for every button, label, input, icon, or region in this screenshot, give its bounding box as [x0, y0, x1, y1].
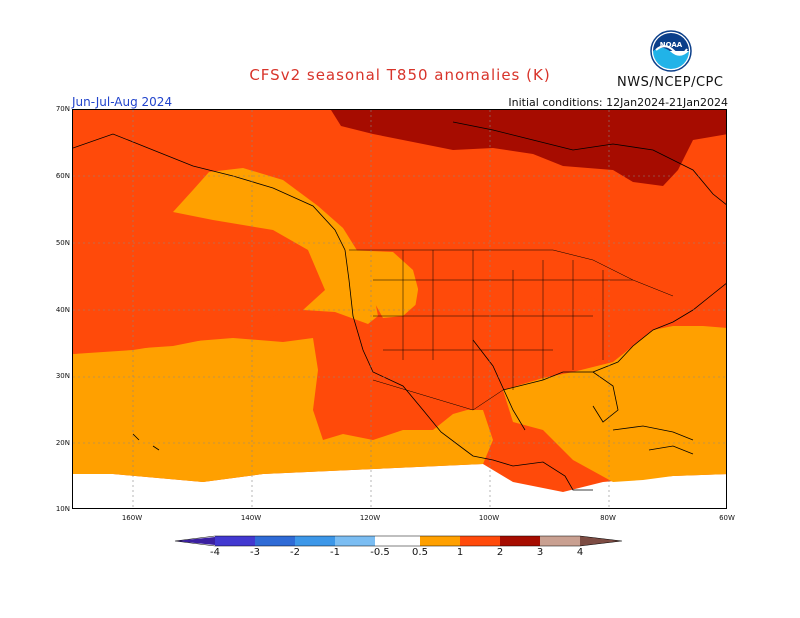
- map-canvas: [73, 110, 726, 508]
- legend-label: 0.5: [412, 547, 428, 558]
- legend-swatch: [215, 536, 255, 546]
- legend-label: 3: [536, 547, 544, 558]
- legend-label: -4: [210, 547, 220, 558]
- legend-label: 1: [456, 547, 464, 558]
- legend-label: -3: [250, 547, 260, 558]
- anomaly-region-neutral: [73, 464, 726, 508]
- legend-label: -0.5: [370, 547, 390, 558]
- lat-label: 10N: [55, 505, 70, 513]
- anomaly-map: [72, 109, 727, 509]
- color-legend: [174, 535, 623, 547]
- legend-swatch-below-neg4: [175, 537, 215, 545]
- anomaly-region-1-2k-us: [413, 260, 633, 410]
- graticule: [73, 110, 726, 508]
- anomaly-region-0.5-1k: [73, 338, 493, 482]
- lon-label: 120W: [359, 514, 381, 522]
- legend-swatch: [255, 536, 295, 546]
- forecast-period: Jun-Jul-Aug 2024: [72, 95, 173, 109]
- lon-label: 60W: [719, 514, 735, 522]
- legend-swatch: [420, 536, 460, 546]
- legend-outline: [174, 535, 623, 547]
- anomaly-region-0.5-1k-nw: [173, 168, 378, 324]
- legend-label: -2: [290, 547, 300, 558]
- legend-swatch: [375, 536, 420, 546]
- lat-label: 30N: [55, 372, 70, 380]
- agency-label: NWS/NCEP/CPC: [617, 75, 724, 90]
- legend-swatch: [335, 536, 375, 546]
- legend-swatch: [295, 536, 335, 546]
- lon-label: 160W: [121, 514, 143, 522]
- lat-label: 20N: [55, 439, 70, 447]
- lon-label: 80W: [600, 514, 616, 522]
- lat-label: 40N: [55, 306, 70, 314]
- anomaly-region-1-2k-pacific: [73, 216, 308, 354]
- logo-text: NOAA: [660, 41, 683, 49]
- lat-label: 50N: [55, 239, 70, 247]
- lat-label: 60N: [55, 172, 70, 180]
- map-title: CFSv2 seasonal T850 anomalies (K): [249, 66, 551, 84]
- lon-label: 140W: [240, 514, 262, 522]
- legend-label: -1: [330, 547, 340, 558]
- lon-label: 100W: [478, 514, 500, 522]
- legend-swatches: [175, 536, 622, 546]
- legend-swatch: [500, 536, 540, 546]
- legend-label: 2: [496, 547, 504, 558]
- initial-conditions: Initial conditions: 12Jan2024-21Jan2024: [508, 96, 728, 109]
- lat-label: 70N: [55, 105, 70, 113]
- noaa-logo: NOAA: [650, 30, 692, 72]
- legend-swatch-above-4: [580, 536, 622, 546]
- legend-label: 4: [576, 547, 584, 558]
- legend-swatch: [540, 536, 580, 546]
- legend-swatch: [460, 536, 500, 546]
- anomaly-region-2-3k: [331, 110, 726, 186]
- political-borders: [349, 249, 674, 411]
- coastlines: [73, 121, 726, 491]
